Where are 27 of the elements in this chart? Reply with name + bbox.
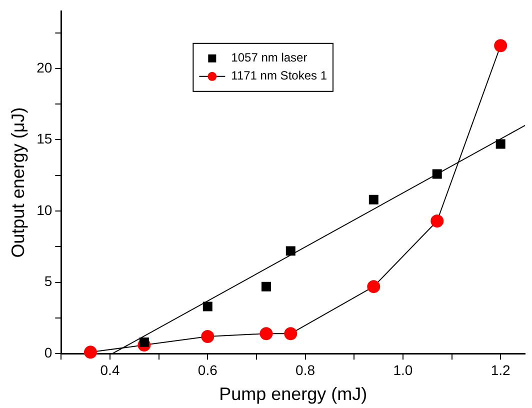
y-tick-label: 5 — [44, 273, 52, 290]
y-tick-label: 0 — [44, 344, 52, 360]
point — [286, 246, 296, 256]
point — [84, 346, 97, 359]
point — [368, 194, 378, 204]
point — [430, 214, 444, 228]
x-tick-label: 1.2 — [490, 362, 511, 378]
y-tick-label: 15 — [36, 130, 52, 147]
x-tick-label: 0.8 — [296, 362, 316, 378]
point — [432, 169, 442, 179]
point — [261, 282, 271, 292]
x-tick-label: 0.4 — [100, 362, 120, 378]
point — [260, 327, 273, 340]
point — [284, 327, 298, 340]
point — [494, 39, 508, 52]
point — [496, 139, 506, 149]
y-tick-label: 20 — [36, 59, 52, 76]
x-axis-title: Pump energy (mJ) — [219, 384, 368, 404]
point — [367, 280, 380, 294]
point — [201, 330, 214, 343]
y-axis-title: Output energy (μJ) — [8, 107, 28, 258]
legend-label: 1057 nm laser — [231, 50, 308, 65]
y-tick-label: 10 — [36, 202, 52, 218]
point — [202, 302, 212, 312]
x-tick-label: 1.0 — [393, 362, 413, 378]
legend-label: 1171 nm Stokes 1 — [231, 68, 328, 83]
x-tick-label: 0.6 — [198, 362, 218, 378]
